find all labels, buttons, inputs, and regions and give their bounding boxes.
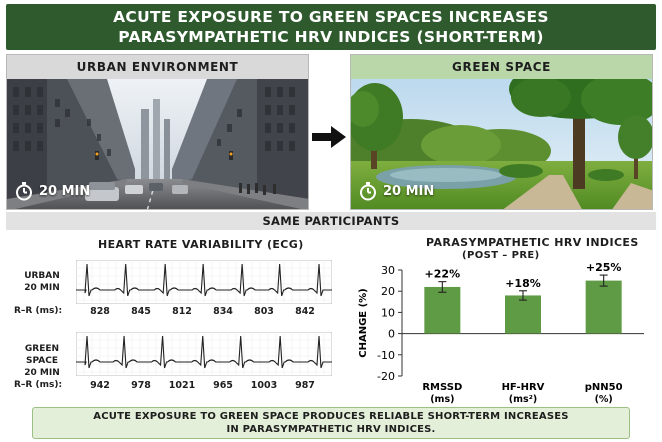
park-image: [351, 79, 652, 209]
rr-green-value: 978: [131, 380, 151, 391]
chart-category-label: HF-HRV: [502, 382, 545, 393]
ecg-waveform-green: [76, 335, 332, 369]
chart-value-label: +25%: [586, 261, 622, 274]
chart-category-label: pNN50: [585, 382, 623, 393]
chart-y-tick-label: -20: [377, 370, 395, 383]
rr-green-label: R–R (ms):: [14, 380, 63, 390]
rr-urban-value: 828: [90, 306, 110, 317]
green-duration: 20 MIN: [383, 183, 435, 199]
urban-timer: 20 MIN: [15, 181, 90, 201]
green-panel: GREEN SPACE: [350, 54, 653, 210]
chart-category-unit: (ms²): [509, 394, 537, 405]
urban-panel-label: URBAN ENVIRONMENT: [7, 55, 308, 79]
conclusion-line-1: ACUTE EXPOSURE TO GREEN SPACE PRODUCES R…: [93, 411, 569, 422]
ecg-green-label-line1: GREEN SPACE: [24, 344, 60, 366]
hrv-change-bar-chart: CHANGE (%) 30 20 10 0 -10 -20 +22% RMSSD(ms) +18%…: [358, 261, 644, 405]
rr-green-value: 987: [295, 380, 315, 391]
same-participants-band: SAME PARTICIPANTS: [6, 212, 656, 230]
ecg-waveform-urban: [76, 263, 332, 297]
ecg-title: HEART RATE VARIABILITY (ECG): [98, 238, 304, 251]
chart-category-unit: (%): [595, 394, 613, 405]
chart-bar: [505, 295, 541, 334]
conclusion-box: ACUTE EXPOSURE TO GREEN SPACE PRODUCES R…: [32, 407, 630, 439]
ecg-green-trace: [76, 332, 332, 376]
stopwatch-icon: [16, 182, 32, 201]
chart-y-axis-label: CHANGE (%): [358, 288, 369, 358]
stopwatch-icon: [360, 182, 376, 201]
ecg-urban-label-line2: 20 MIN: [24, 283, 60, 293]
rr-green-value: 942: [90, 380, 110, 391]
title-line-1: ACUTE EXPOSURE TO GREEN SPACES INCREASES: [113, 8, 549, 26]
green-timer: 20 MIN: [359, 181, 434, 201]
urban-panel: URBAN ENVIRONMENT: [6, 54, 309, 210]
chart-category-unit: (ms): [430, 394, 454, 405]
urban-duration: 20 MIN: [39, 183, 91, 199]
rr-urban-value: 834: [213, 306, 233, 317]
rr-urban-value: 845: [131, 306, 151, 317]
chart-value-label: +18%: [505, 277, 541, 290]
ecg-green-label-line2: 20 MIN: [24, 368, 60, 378]
page-title: ACUTE EXPOSURE TO GREEN SPACES INCREASES…: [6, 4, 656, 50]
chart-value-label: +22%: [425, 268, 461, 281]
chart-y-tick-label: 10: [381, 306, 395, 319]
rr-urban-value: 803: [254, 306, 274, 317]
rr-green-value: 965: [213, 380, 233, 391]
ecg-urban-label: URBAN 20 MIN: [10, 270, 74, 294]
title-line-2: PARASYMPATHETIC HRV INDICES (SHORT-TERM): [118, 28, 544, 46]
ecg-green-label: GREEN SPACE 20 MIN: [10, 343, 74, 379]
chart-subtitle: (POST – PRE): [462, 250, 540, 261]
chart-bar: [424, 286, 461, 334]
rr-urban-value: 842: [295, 306, 315, 317]
arrow-right-icon: [312, 126, 346, 148]
green-panel-label: GREEN SPACE: [351, 55, 652, 79]
chart-y-tick-label: 0: [388, 328, 395, 341]
rr-urban-label: R–R (ms):: [14, 306, 63, 316]
chart-y-tick-label: -10: [377, 349, 395, 362]
ecg-urban-trace: [76, 260, 332, 304]
urban-street-image: [7, 79, 308, 209]
chart-category-label: RMSSD: [422, 382, 462, 393]
chart-bar: [585, 280, 622, 334]
chart-title: PARASYMPATHETIC HRV INDICES: [426, 236, 639, 249]
chart-y-tick-label: 30: [381, 264, 395, 277]
conclusion-line-2: IN PARASYMPATHETIC HRV INDICES.: [226, 424, 436, 435]
ecg-urban-label-line1: URBAN: [24, 271, 60, 281]
rr-green-value: 1021: [168, 380, 196, 391]
rr-urban-value: 812: [172, 306, 192, 317]
chart-y-tick-label: 20: [381, 285, 395, 298]
rr-green-value: 1003: [250, 380, 278, 391]
